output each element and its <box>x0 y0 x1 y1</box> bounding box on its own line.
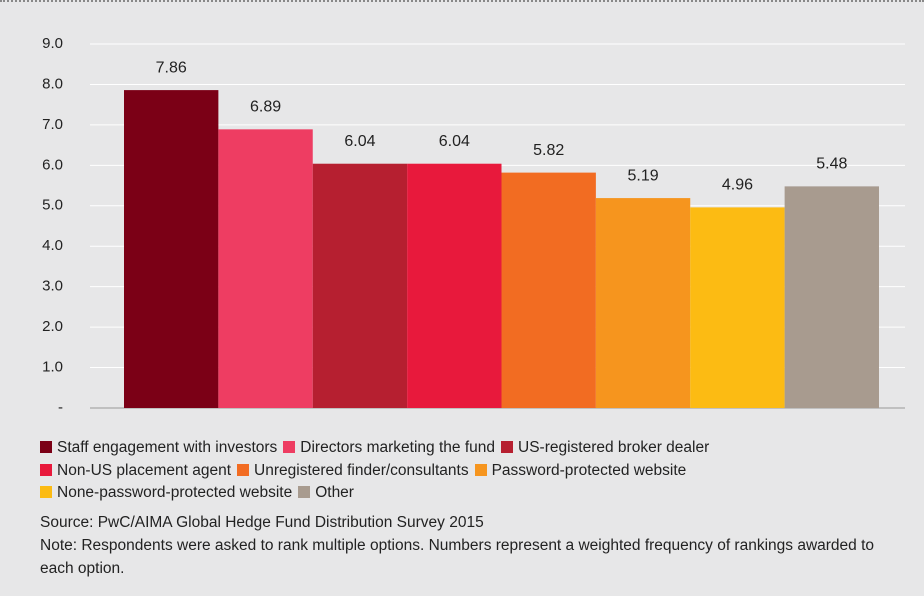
y-tick-label: 9.0 <box>42 35 63 52</box>
bar <box>312 163 408 408</box>
legend-item: Staff engagement with investors <box>40 437 277 460</box>
notes: Source: PwC/AIMA Global Hedge Fund Distr… <box>40 511 900 580</box>
legend-item: Other <box>298 482 354 505</box>
legend-swatch <box>237 463 250 476</box>
legend-label: Password-protected website <box>491 461 687 479</box>
legend-swatch <box>298 486 311 498</box>
legend-item: Password-protected website <box>474 460 687 483</box>
bar <box>690 207 785 408</box>
legend-swatch <box>40 441 52 453</box>
y-tick-label: 3.0 <box>42 278 63 295</box>
bar <box>595 198 691 408</box>
bar <box>407 163 502 408</box>
legend-label: Unregistered finder/consultants <box>254 461 469 479</box>
legend-item: US-registered broker dealer <box>501 437 709 460</box>
value-label: 6.04 <box>439 133 470 150</box>
legend-label: Staff engagement with investors <box>57 439 278 456</box>
legend-label: None-password-protected website <box>57 484 293 501</box>
legend-label: US-registered broker dealer <box>518 439 710 456</box>
legend-label: Non-US placement agent <box>57 461 232 479</box>
legend-item: Directors marketing the fund <box>283 437 495 460</box>
bar <box>124 90 219 409</box>
bar <box>784 186 879 408</box>
y-tick-label: 8.0 <box>42 75 63 92</box>
source: Source: PwC/AIMA Global Hedge Fund Distr… <box>40 514 484 531</box>
y-tick-label: 5.0 <box>42 197 63 214</box>
y-tick-label: 6.0 <box>42 156 63 173</box>
legend-swatch <box>40 486 52 498</box>
legend: Staff engagement with investors Directors… <box>40 437 900 505</box>
value-label: 6.89 <box>250 99 281 116</box>
legend-swatch <box>474 463 487 476</box>
legend-swatch <box>283 441 296 453</box>
value-label: 5.82 <box>533 142 564 159</box>
legend-swatch <box>40 463 52 476</box>
y-tick-label: 4.0 <box>42 237 63 254</box>
value-label: 5.19 <box>627 167 658 184</box>
value-label: 5.48 <box>816 156 847 173</box>
chart: - 1.0 2.0 3.0 4.0 5.0 6.0 7.0 8.0 9.0 7.86 6.89 6.04… <box>42 35 905 416</box>
y-tick-label: 7.0 <box>42 116 63 133</box>
value-label: 6.04 <box>344 133 375 150</box>
bar <box>218 129 313 408</box>
bar <box>501 172 596 408</box>
legend-item: Non-US placement agent <box>40 460 231 483</box>
y-tick-label: 2.0 <box>42 318 63 335</box>
legend-label: Directors marketing the fund <box>300 439 495 456</box>
y-tick-label: - <box>58 399 63 416</box>
value-label: 7.86 <box>156 59 187 76</box>
legend-item: None-password-protected website <box>40 482 292 505</box>
note: Note: Respondents were asked to rank mul… <box>40 537 875 577</box>
value-label: 4.96 <box>722 177 753 194</box>
y-tick-label: 1.0 <box>42 359 63 376</box>
legend-label: Other <box>315 484 354 501</box>
legend-item: Unregistered finder/consultants <box>237 460 469 483</box>
legend-swatch <box>501 441 513 453</box>
